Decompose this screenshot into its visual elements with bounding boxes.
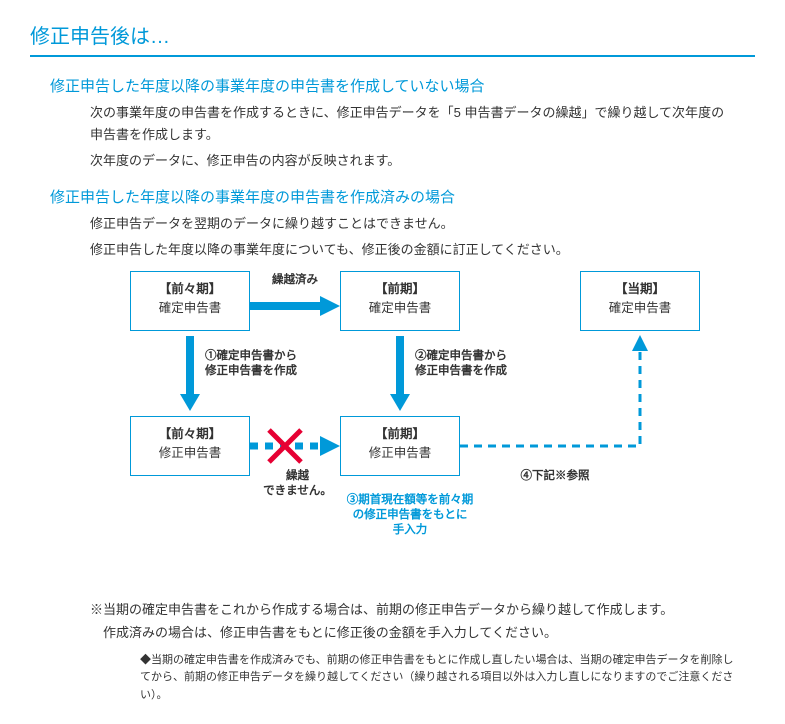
flow-diagram: 【前々期】 確定申告書 【前期】 確定申告書 【当期】 確定申告書 【前々期】 …: [110, 271, 755, 591]
box-bracket: 【当期】: [581, 280, 699, 299]
footnote1: ※当期の確定申告書をこれから作成する場合は、前期の修正申告データから繰り越して作…: [90, 599, 735, 621]
box-bracket: 【前々期】: [131, 425, 249, 444]
section2-p2: 修正申告した年度以降の事業年度についても、修正後の金額に訂正してください。: [90, 239, 735, 261]
section1-p1: 次の事業年度の申告書を作成するときに、修正申告データを「5 申告書データの繰越」…: [90, 102, 735, 146]
section1-heading: 修正申告した年度以降の事業年度の申告書を作成していない場合: [50, 75, 755, 96]
arrow-to-current: [460, 331, 660, 461]
box-label: 修正申告書: [131, 444, 249, 463]
arrow-carryover: [250, 296, 340, 316]
box-prev2-amend: 【前々期】 修正申告書: [130, 416, 250, 476]
section1-p2: 次年度のデータに、修正申告の内容が反映されます。: [90, 150, 735, 172]
box-prev-amend: 【前期】 修正申告書: [340, 416, 460, 476]
box-bracket: 【前々期】: [131, 280, 249, 299]
section2-heading: 修正申告した年度以降の事業年度の申告書を作成済みの場合: [50, 186, 755, 207]
box-bracket: 【前期】: [341, 280, 459, 299]
label-step3: ③期首現在額等を前々期 の修正申告書をもとに 手入力: [335, 493, 485, 538]
small-note: ◆当期の確定申告書を作成済みでも、前期の修正申告書をもとに作成し直したい場合は、…: [140, 652, 735, 705]
box-bracket: 【前期】: [341, 425, 459, 444]
section2-p1: 修正申告データを翌期のデータに繰り越すことはできません。: [90, 213, 735, 235]
box-prev-final: 【前期】 確定申告書: [340, 271, 460, 331]
box-current-final: 【当期】 確定申告書: [580, 271, 700, 331]
box-label: 確定申告書: [581, 299, 699, 318]
label-step1b: 修正申告書を作成: [205, 364, 335, 379]
arrow-down-2: [390, 336, 410, 411]
box-prev2-final: 【前々期】 確定申告書: [130, 271, 250, 331]
label-step1: ①確定申告書から 修正申告書を作成: [205, 349, 335, 379]
footnote2: 作成済みの場合は、修正申告書をもとに修正後の金額を手入力してください。: [90, 622, 735, 644]
x-icon: [265, 426, 305, 466]
label-step4: ④下記※参照: [510, 469, 600, 484]
label-carryover: 繰越済み: [260, 273, 330, 288]
label-nocarry2: できません。: [260, 484, 335, 499]
label-step3b: の修正申告書をもとに: [335, 508, 485, 523]
label-step3c: 手入力: [335, 523, 485, 538]
label-step3a: ③期首現在額等を前々期: [335, 493, 485, 508]
box-label: 修正申告書: [341, 444, 459, 463]
box-label: 確定申告書: [131, 299, 249, 318]
page-title: 修正申告後は…: [30, 20, 755, 57]
box-label: 確定申告書: [341, 299, 459, 318]
label-step1a: ①確定申告書から: [205, 349, 335, 364]
arrow-down-1: [180, 336, 200, 411]
label-nocarry: 繰越 できません。: [260, 469, 335, 499]
label-nocarry1: 繰越: [260, 469, 335, 484]
